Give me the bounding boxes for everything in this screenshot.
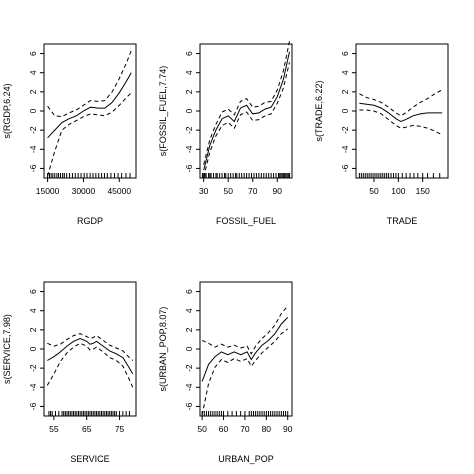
- x-tick-label: 70: [240, 424, 250, 434]
- y-tick-label: -4: [340, 145, 350, 153]
- y-axis-label: s(FOSSIL_FUEL,7.74): [158, 66, 168, 157]
- y-tick-label: 0: [28, 108, 38, 113]
- y-tick-label: -2: [184, 126, 194, 134]
- chart-panel-1: 15000 30000 45000 -6 -4 -2 0 2 4 6 RGDP s(RGDP,6.24…: [2, 43, 137, 226]
- y-tick-label: 0: [28, 346, 38, 351]
- x-tick-label: 50: [369, 186, 379, 196]
- y-tick-label: 4: [340, 70, 350, 75]
- smooth-estimate-line: [47, 337, 134, 375]
- plot-frame: [43, 43, 137, 179]
- y-axis-label: s(SERVICE,7.98): [2, 314, 12, 384]
- y-tick-label: -4: [184, 383, 194, 391]
- y-tick-label: -2: [340, 126, 350, 134]
- y-axis-label: s(TRADE,6.22): [314, 80, 324, 141]
- y-tick-label: 4: [184, 308, 194, 313]
- x-axis-label: FOSSIL_FUEL: [216, 216, 276, 226]
- y-tick-label: 6: [340, 51, 350, 56]
- y-tick-label: 2: [184, 89, 194, 94]
- x-tick-label: 80: [262, 424, 272, 434]
- confidence-band-line: [203, 40, 290, 165]
- y-tick-label: 0: [184, 108, 194, 113]
- y-tick-label: -6: [184, 402, 194, 410]
- x-tick-label: 45000: [107, 186, 131, 196]
- plot-frame: [199, 43, 293, 179]
- y-tick-label: 6: [28, 51, 38, 56]
- smooth-estimate-line: [203, 51, 290, 171]
- y-tick-label: 6: [184, 51, 194, 56]
- plot-frame: [355, 43, 449, 179]
- smooth-estimate-line: [201, 317, 289, 382]
- confidence-band-line: [359, 89, 443, 117]
- confidence-band-line: [359, 109, 443, 136]
- x-tick-label: 15000: [36, 186, 60, 196]
- plot-frame: [43, 281, 137, 417]
- confidence-band-line: [46, 342, 134, 388]
- confidence-band-line: [201, 305, 289, 355]
- y-axis-label: s(URBAN_POP,8.07): [158, 307, 168, 392]
- confidence-band-line: [47, 92, 132, 177]
- y-tick-label: -4: [184, 145, 194, 153]
- chart-panel-5: 50 60 70 80 90 -6 -4 -2 0 2 4 6 URBAN_POP s(URBAN_POP…: [158, 281, 293, 464]
- y-tick-label: 6: [28, 289, 38, 294]
- x-axis-label: SERVICE: [70, 454, 109, 464]
- x-axis-label: URBAN_POP: [218, 454, 274, 464]
- plot-frame: [199, 281, 293, 417]
- smooth-estimate-line: [359, 102, 443, 123]
- y-tick-label: -6: [340, 164, 350, 172]
- x-tick-label: 55: [49, 424, 59, 434]
- y-tick-label: 4: [184, 70, 194, 75]
- y-tick-label: 4: [28, 70, 38, 75]
- y-tick-label: -4: [28, 383, 38, 391]
- x-axis-label: RGDP: [77, 216, 103, 226]
- y-tick-label: 2: [184, 327, 194, 332]
- confidence-band-line: [201, 328, 289, 416]
- chart-panel-4: 55 65 75 -6 -4 -2 0 2 4 6 SERVICE s(SERVICE,7.98): [2, 281, 137, 464]
- x-tick-label: 50: [223, 186, 233, 196]
- y-tick-label: 0: [184, 346, 194, 351]
- x-tick-label: 100: [391, 186, 405, 196]
- confidence-band-line: [47, 50, 132, 118]
- x-tick-label: 30: [199, 186, 209, 196]
- smooth-estimate-line: [47, 72, 132, 139]
- x-tick-label: 70: [248, 186, 258, 196]
- x-tick-label: 90: [283, 424, 293, 434]
- x-tick-label: 150: [416, 186, 430, 196]
- y-tick-label: -6: [28, 402, 38, 410]
- x-tick-label: 30000: [72, 186, 96, 196]
- chart-panel-3: 50 100 150 -6 -4 -2 0 2 4 6 TRADE s(TRADE,6.22): [314, 43, 449, 226]
- chart-panel-2: 30 50 70 90 -6 -4 -2 0 2 4 6 FOSSIL_FUEL s(FOSSIL_FU…: [158, 40, 293, 226]
- y-tick-label: 2: [340, 89, 350, 94]
- x-tick-label: 75: [115, 424, 125, 434]
- y-tick-label: -2: [184, 364, 194, 372]
- confidence-band-line: [47, 333, 134, 361]
- x-tick-label: 65: [82, 424, 92, 434]
- x-tick-label: 50: [197, 424, 207, 434]
- y-tick-label: 2: [28, 89, 38, 94]
- y-tick-label: 0: [340, 108, 350, 113]
- y-tick-label: -4: [28, 145, 38, 153]
- y-tick-label: 6: [184, 289, 194, 294]
- y-tick-label: -2: [28, 126, 38, 134]
- x-tick-label: 60: [219, 424, 229, 434]
- x-tick-label: 90: [273, 186, 283, 196]
- x-axis-label: TRADE: [387, 216, 418, 226]
- y-tick-label: 4: [28, 308, 38, 313]
- y-tick-label: -2: [28, 364, 38, 372]
- confidence-band-line: [203, 62, 290, 178]
- y-axis-label: s(RGDP,6.24): [2, 83, 12, 138]
- y-tick-label: -6: [184, 164, 194, 172]
- y-tick-label: -6: [28, 164, 38, 172]
- y-tick-label: 2: [28, 327, 38, 332]
